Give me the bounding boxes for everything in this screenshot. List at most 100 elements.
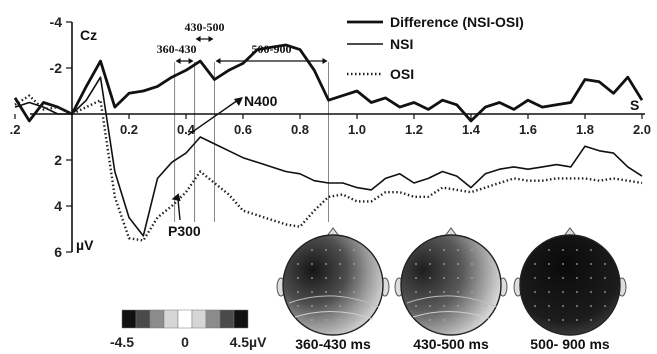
electrode-dot <box>311 319 313 321</box>
x-tick-label: 1.2 <box>405 122 423 137</box>
electrode-dot <box>604 291 606 293</box>
electrode-dot <box>485 263 487 265</box>
electrode-dot <box>353 249 355 251</box>
electrode-dot <box>471 319 473 321</box>
electrode-dot <box>415 291 417 293</box>
legend-entry: Difference (NSI-OSI) <box>390 14 524 30</box>
window-label: 360-430 <box>157 42 197 56</box>
electrode-dot <box>325 249 327 251</box>
electrode-dot <box>590 277 592 279</box>
electrode-dot <box>548 305 550 307</box>
electrode-dot <box>471 291 473 293</box>
electrode-dot <box>590 319 592 321</box>
electrode-dot <box>339 319 341 321</box>
topomap-nose <box>444 227 458 237</box>
electrode-dot <box>604 305 606 307</box>
topomap: 360-430 ms <box>276 227 390 352</box>
window-arrowhead <box>215 58 221 64</box>
electrode-dot <box>471 305 473 307</box>
n400-label: N400 <box>244 93 278 109</box>
electrode-dot <box>429 277 431 279</box>
x-tick-label: 1.4 <box>462 122 481 137</box>
electrode-dot <box>443 277 445 279</box>
electrode-dot <box>562 305 564 307</box>
channel-label: Cz <box>80 27 97 43</box>
electrode-dot <box>429 291 431 293</box>
topomap-contour <box>294 310 374 320</box>
y-tick-label: 2 <box>54 152 62 168</box>
n400-arrowhead <box>234 97 243 106</box>
electrode-dot <box>576 277 578 279</box>
axes: .2 0.2 0.4 0.6 0.8 1.0 1.2 1.4 1.6 1.8 2.0 -4 -2 2 4 6 C… <box>10 14 651 260</box>
colorbar-cell <box>135 309 151 329</box>
electrode-dot <box>534 277 536 279</box>
topomap: 500- 900 ms <box>513 227 627 352</box>
electrode-dot <box>562 277 564 279</box>
electrode-dot <box>429 249 431 251</box>
series <box>13 43 644 242</box>
colorbar-cell <box>205 309 221 329</box>
electrode-dot <box>576 305 578 307</box>
electrode-dot <box>457 305 459 307</box>
electrode-dot <box>534 291 536 293</box>
electrode-dot <box>297 305 299 307</box>
electrode-dot <box>548 263 550 265</box>
topomap-label: 430-500 ms <box>413 336 489 352</box>
topomap-label: 360-430 ms <box>295 336 371 352</box>
electrode-dot <box>311 249 313 251</box>
electrode-dot <box>311 277 313 279</box>
window-arrowhead <box>175 58 181 64</box>
electrode-dot <box>604 277 606 279</box>
electrode-dot <box>443 263 445 265</box>
electrode-dot <box>353 319 355 321</box>
series-line-nsi <box>14 76 643 237</box>
electrode-dot <box>443 319 445 321</box>
colorbar-max-label: 4.5µV <box>230 334 268 350</box>
electrode-dot <box>471 263 473 265</box>
electrode-dot <box>311 263 313 265</box>
electrode-dot <box>548 277 550 279</box>
electrode-dot <box>576 291 578 293</box>
colorbar-cell <box>219 309 235 329</box>
topomaps: 360-430 ms 430-500 ms 500- 900 ms <box>276 227 627 352</box>
electrode-dot <box>576 249 578 251</box>
electrode-dot <box>457 263 459 265</box>
electrode-dot <box>339 263 341 265</box>
topomap-contour <box>406 295 498 308</box>
electrode-dot <box>485 291 487 293</box>
n400-arrow-line <box>187 99 239 136</box>
electrode-dot <box>590 305 592 307</box>
electrode-dot <box>562 319 564 321</box>
topomap-nose <box>563 227 577 237</box>
x-tick-label: 2.0 <box>633 122 651 137</box>
x-tick-label: 0.6 <box>234 122 252 137</box>
series-line-difference-nsi-osi <box>13 43 644 123</box>
electrode-dot <box>339 291 341 293</box>
topomap-head <box>282 234 384 336</box>
electrode-dot <box>415 305 417 307</box>
topomap-head <box>400 234 502 336</box>
electrode-dot <box>297 263 299 265</box>
electrode-dot <box>443 291 445 293</box>
electrode-dot <box>548 319 550 321</box>
electrode-dot <box>443 305 445 307</box>
electrode-dot <box>590 291 592 293</box>
electrode-dot <box>562 291 564 293</box>
electrode-dot <box>534 263 536 265</box>
electrode-dot <box>590 249 592 251</box>
electrode-dot <box>443 249 445 251</box>
electrode-dot <box>367 277 369 279</box>
x-tick-label: 0.8 <box>291 122 309 137</box>
p300-label: P300 <box>168 223 201 239</box>
x-tick-label: 0.4 <box>177 122 196 137</box>
topomap-contour <box>288 295 380 308</box>
electrode-dot <box>367 305 369 307</box>
electrode-dot <box>325 291 327 293</box>
y-tick-label: -2 <box>50 60 63 76</box>
electrode-dot <box>325 263 327 265</box>
electrode-dot <box>485 277 487 279</box>
electrode-dot <box>367 291 369 293</box>
